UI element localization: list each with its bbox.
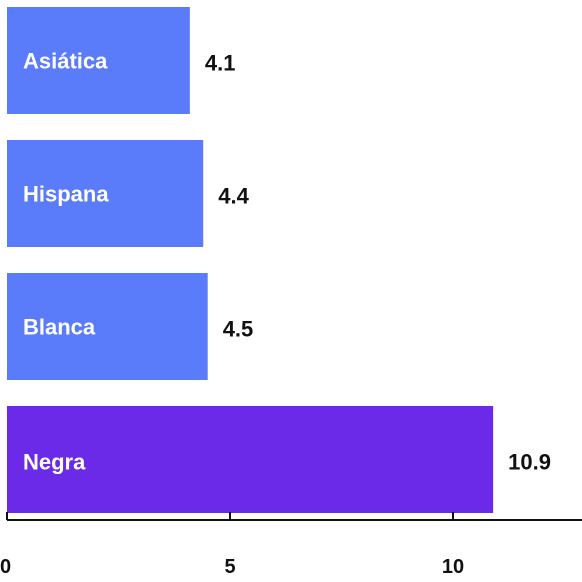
bars-layer: Asiática 4.1 Hispana 4.4 Blanca 4.5 Negra 10.9 [7,7,551,513]
bar-blanca [7,273,208,380]
x-tick-label-10: 10 [442,556,464,577]
category-label-blanca: Blanca [23,315,96,340]
bar-negra [7,406,494,513]
value-label-hispana: 4.4 [218,184,249,209]
category-label-asiatica: Asiática [23,49,108,74]
category-label-negra: Negra [23,450,86,475]
x-tick-label-5: 5 [224,556,235,577]
x-axis: 0 5 10 [0,512,582,578]
bar-asiatica [7,7,190,114]
category-label-hispana: Hispana [23,182,109,207]
x-tick-label-0: 0 [0,556,11,577]
value-label-negra: 10.9 [508,450,551,475]
bar-hispana [7,140,204,247]
value-label-blanca: 4.5 [223,317,254,342]
value-label-asiatica: 4.1 [205,51,236,76]
